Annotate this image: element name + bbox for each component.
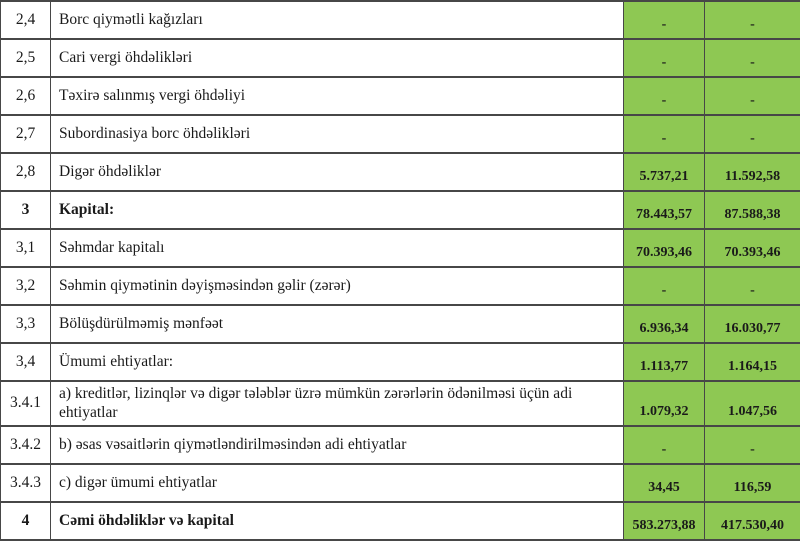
row-number-cell: 3,1 <box>0 228 51 268</box>
table-row: 2,5 Cari vergi öhdəlikləri - - <box>0 38 800 78</box>
value-column-2-cell: 87.588,38 <box>704 190 800 230</box>
row-number-cell: 2,5 <box>0 38 51 78</box>
value-column-2-cell: - <box>704 266 800 306</box>
value-column-1-cell: 1.079,32 <box>623 380 705 427</box>
balance-sheet-table: 2,4 Borc qiymətli kağızları - - 2,5 Cari… <box>0 0 800 541</box>
table-row: 3.4.3 c) digər ümumi ehtiyatlar 34,45 11… <box>0 462 800 503</box>
row-number-cell: 3.4.2 <box>0 424 51 465</box>
value-column-1-cell: - <box>623 266 705 306</box>
table-row: 3.4.1 a) kreditlər, lizinqlər və digər t… <box>0 380 800 427</box>
row-number-cell: 4 <box>0 500 51 541</box>
table-row: 3.4.2 b) əsas vəsaitlərin qiymətləndiril… <box>0 424 800 465</box>
description-cell: Səhmdar kapitalı <box>50 228 624 268</box>
value-column-2-cell: 417.530,40 <box>704 500 800 541</box>
value-column-2-cell: 11.592,58 <box>704 152 800 192</box>
description-cell: Borc qiymətli kağızları <box>50 0 624 40</box>
value-column-2-cell: - <box>704 0 800 40</box>
value-column-1-cell: 70.393,46 <box>623 228 705 268</box>
table-row: 2,6 Təxirə salınmış vergi öhdəliyi - - <box>0 76 800 116</box>
value-column-1-cell: 78.443,57 <box>623 190 705 230</box>
value-column-1-cell: 5.737,21 <box>623 152 705 192</box>
description-cell: Ümumi ehtiyatlar: <box>50 342 624 382</box>
row-number-cell: 3.4.1 <box>0 380 51 427</box>
value-column-2-cell: 70.393,46 <box>704 228 800 268</box>
row-number-cell: 2,4 <box>0 0 51 40</box>
table-row: 3 Kapital: 78.443,57 87.588,38 <box>0 190 800 230</box>
row-number-cell: 2,6 <box>0 76 51 116</box>
value-column-2-cell: - <box>704 38 800 78</box>
value-column-1-cell: 34,45 <box>623 462 705 503</box>
value-column-1-cell: - <box>623 114 705 154</box>
table-row: 2,4 Borc qiymətli kağızları - - <box>0 0 800 40</box>
value-column-2-cell: 1.047,56 <box>704 380 800 427</box>
value-column-2-cell: 1.164,15 <box>704 342 800 382</box>
description-cell: Təxirə salınmış vergi öhdəliyi <box>50 76 624 116</box>
table-body: 2,4 Borc qiymətli kağızları - - 2,5 Cari… <box>0 0 800 541</box>
value-column-2-cell: - <box>704 76 800 116</box>
table-row: 3,1 Səhmdar kapitalı 70.393,46 70.393,46 <box>0 228 800 268</box>
table-row: 3,4 Ümumi ehtiyatlar: 1.113,77 1.164,15 <box>0 342 800 382</box>
table-row: 4 Cəmi öhdəliklər və kapital 583.273,88 … <box>0 500 800 541</box>
value-column-1-cell: 1.113,77 <box>623 342 705 382</box>
description-cell: Kapital: <box>50 190 624 230</box>
row-number-cell: 3,2 <box>0 266 51 306</box>
description-cell: Digər öhdəliklər <box>50 152 624 192</box>
row-number-cell: 3.4.3 <box>0 462 51 503</box>
row-number-cell: 3,3 <box>0 304 51 344</box>
description-cell: Cari vergi öhdəlikləri <box>50 38 624 78</box>
value-column-1-cell: - <box>623 38 705 78</box>
row-number-cell: 3 <box>0 190 51 230</box>
description-cell: Cəmi öhdəliklər və kapital <box>50 500 624 541</box>
value-column-2-cell: 116,59 <box>704 462 800 503</box>
value-column-2-cell: - <box>704 114 800 154</box>
description-cell: Səhmin qiymətinin dəyişməsindən gəlir (z… <box>50 266 624 306</box>
value-column-2-cell: 16.030,77 <box>704 304 800 344</box>
table-row: 2,8 Digər öhdəliklər 5.737,21 11.592,58 <box>0 152 800 192</box>
table-row: 3,2 Səhmin qiymətinin dəyişməsindən gəli… <box>0 266 800 306</box>
value-column-1-cell: - <box>623 76 705 116</box>
description-cell: b) əsas vəsaitlərin qiymətləndirilməsind… <box>50 424 624 465</box>
value-column-2-cell: - <box>704 424 800 465</box>
description-cell: Subordinasiya borc öhdəlikləri <box>50 114 624 154</box>
value-column-1-cell: 583.273,88 <box>623 500 705 541</box>
value-column-1-cell: - <box>623 0 705 40</box>
table-row: 3,3 Bölüşdürülməmiş mənfəət 6.936,34 16.… <box>0 304 800 344</box>
description-cell: Bölüşdürülməmiş mənfəət <box>50 304 624 344</box>
description-cell: c) digər ümumi ehtiyatlar <box>50 462 624 503</box>
row-number-cell: 2,8 <box>0 152 51 192</box>
table-row: 2,7 Subordinasiya borc öhdəlikləri - - <box>0 114 800 154</box>
row-number-cell: 3,4 <box>0 342 51 382</box>
row-number-cell: 2,7 <box>0 114 51 154</box>
value-column-1-cell: - <box>623 424 705 465</box>
description-cell: a) kreditlər, lizinqlər və digər tələblə… <box>50 380 624 427</box>
value-column-1-cell: 6.936,34 <box>623 304 705 344</box>
